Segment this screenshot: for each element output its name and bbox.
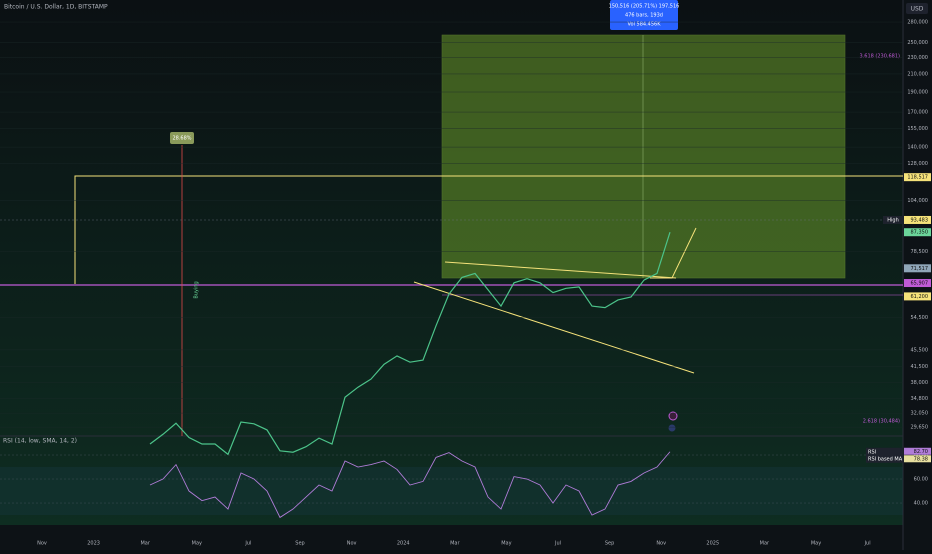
- marker-bg: [904, 279, 931, 288]
- marker-label: 93,483: [911, 217, 929, 223]
- ma-value: 78.38: [914, 456, 928, 462]
- marker-bg: [904, 173, 931, 182]
- currency: USD: [911, 6, 924, 13]
- bracket: [74, 175, 903, 284]
- price-tick: 54,500: [911, 315, 929, 321]
- price-tick: 38,000: [911, 380, 929, 386]
- fib-bottom: 2.618 (30,484): [863, 419, 900, 425]
- pct-label: 28.68%: [172, 136, 191, 142]
- title: Bitcoin / U.S. Dollar, 1D, BITSTAMP: [4, 4, 108, 11]
- time-tick: Jul: [864, 541, 871, 547]
- event-icon: [668, 424, 676, 432]
- time-tick: Mar: [760, 541, 770, 547]
- event-icon: [668, 411, 678, 421]
- ma-value-bg: [904, 455, 931, 463]
- projection: [650, 227, 697, 279]
- time-axis-bg: [0, 525, 903, 550]
- triangle-lower: [413, 281, 695, 374]
- fib-top: 3.618 (230,681): [860, 54, 901, 60]
- rsi-label: RSI: [868, 449, 876, 455]
- price-tick: 41,500: [911, 364, 929, 370]
- time-tick: Nov: [347, 541, 357, 547]
- range-box: [441, 34, 846, 279]
- marker-bg: [904, 292, 931, 301]
- marker-label: 71,517: [911, 266, 929, 272]
- ma-label: RSI based MA: [868, 456, 903, 462]
- price-tick: 170,000: [907, 110, 928, 116]
- range-info-2: 476 bars, 193d: [625, 13, 663, 19]
- price-line: [149, 232, 671, 456]
- price-tick: 45,500: [911, 347, 929, 353]
- time-tick: Sep: [295, 541, 304, 547]
- currency-box: [906, 3, 928, 14]
- price-tick: 78,500: [911, 249, 929, 255]
- time-tick: 2024: [397, 541, 410, 547]
- price-tick: 190,000: [907, 90, 928, 96]
- rsi-value-bg: [904, 447, 931, 455]
- time-tick: May: [811, 541, 821, 547]
- price-tick: 128,000: [907, 161, 928, 167]
- price-tick: 280,000: [907, 20, 928, 26]
- rsi-band: [0, 467, 903, 515]
- time-tick: Sep: [605, 541, 614, 547]
- marker-label: 118,517: [907, 175, 928, 181]
- triangle-upper: [444, 261, 677, 279]
- marker-tag: High: [887, 217, 899, 223]
- pct-box: [170, 132, 194, 144]
- price-tick: 29,650: [911, 425, 929, 431]
- range-info: [610, 0, 678, 30]
- rsi-value: 82.70: [914, 449, 928, 455]
- marker-label: 65,907: [911, 281, 929, 287]
- price-tick: 230,000: [907, 55, 928, 61]
- marker-tag-bg: [883, 215, 903, 224]
- rsi-tick: 40.00: [914, 501, 928, 507]
- time-tick: Nov: [656, 541, 666, 547]
- price-tick: 155,000: [907, 126, 928, 132]
- price-tick: 34,800: [911, 396, 929, 402]
- time-tick: 2023: [87, 541, 100, 547]
- time-tick: May: [192, 541, 202, 547]
- price-tick: 210,000: [907, 71, 928, 77]
- range-info-1: 150,516 (205.71%) 197,516: [609, 4, 680, 10]
- time-tick: Nov: [37, 541, 47, 547]
- time-tick: 2025: [706, 541, 719, 547]
- marker-label: 61,200: [911, 294, 929, 300]
- time-tick: Mar: [140, 541, 150, 547]
- price-tick: 32,050: [911, 411, 929, 417]
- time-tick: Jul: [554, 541, 561, 547]
- marker-bg: [904, 264, 931, 273]
- marker-label: 87,350: [911, 230, 929, 236]
- marker-bg: [904, 215, 931, 224]
- price-axis-bg: [903, 0, 932, 550]
- rsi-line: [149, 451, 671, 519]
- buying-label: Buying: [194, 281, 200, 298]
- price-tick: 140,000: [907, 145, 928, 151]
- time-tick: Jul: [244, 541, 251, 547]
- time-tick: Mar: [450, 541, 460, 547]
- range-info-3: Vol 584.456K: [627, 22, 661, 28]
- marker-bg: [904, 228, 931, 237]
- rsi-title: RSI (14, low, SMA, 14, 2): [3, 438, 77, 445]
- time-tick: May: [501, 541, 511, 547]
- rsi-tag-bg: [866, 447, 903, 463]
- price-tick: 104,000: [907, 198, 928, 204]
- price-tick: 250,000: [907, 40, 928, 46]
- rsi-tick: 60.00: [914, 477, 928, 483]
